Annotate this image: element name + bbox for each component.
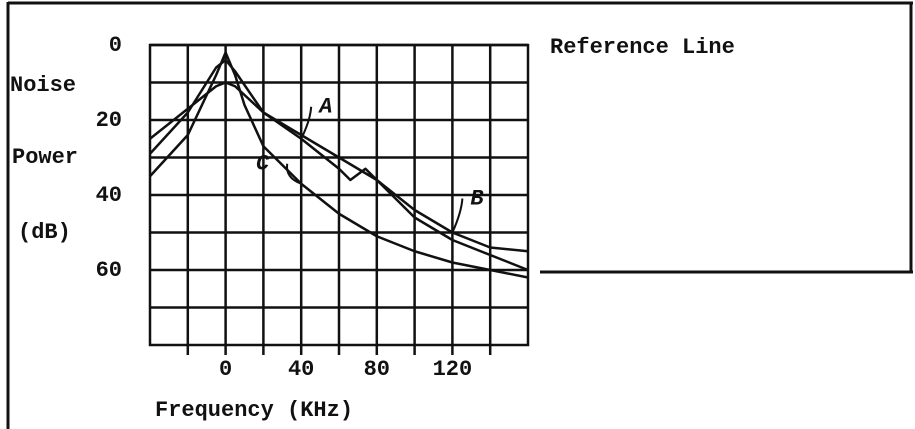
series-label: A (317, 95, 332, 120)
y-axis-label: Power (12, 145, 78, 170)
series-line (149, 81, 529, 253)
x-tick-label: 80 (364, 357, 390, 382)
x-tick-label: 0 (219, 357, 232, 382)
series-label: B (470, 186, 483, 211)
x-axis-label: Frequency (KHz) (155, 398, 353, 423)
y-tick-label: 0 (109, 33, 122, 58)
y-axis-label: Noise (10, 73, 76, 98)
y-axis-label: (dB) (18, 220, 71, 245)
label-leader (285, 163, 302, 185)
x-tick-label: 120 (433, 357, 473, 382)
y-tick-label: 60 (96, 258, 122, 283)
reference-label: Reference Line (550, 35, 735, 60)
x-tick-label: 40 (288, 357, 314, 382)
series-line (149, 51, 529, 279)
label-leader (300, 106, 313, 140)
y-tick-label: 20 (96, 108, 122, 133)
y-tick-label: 40 (96, 183, 122, 208)
label-leader (451, 198, 464, 233)
series-label: C (256, 152, 270, 177)
